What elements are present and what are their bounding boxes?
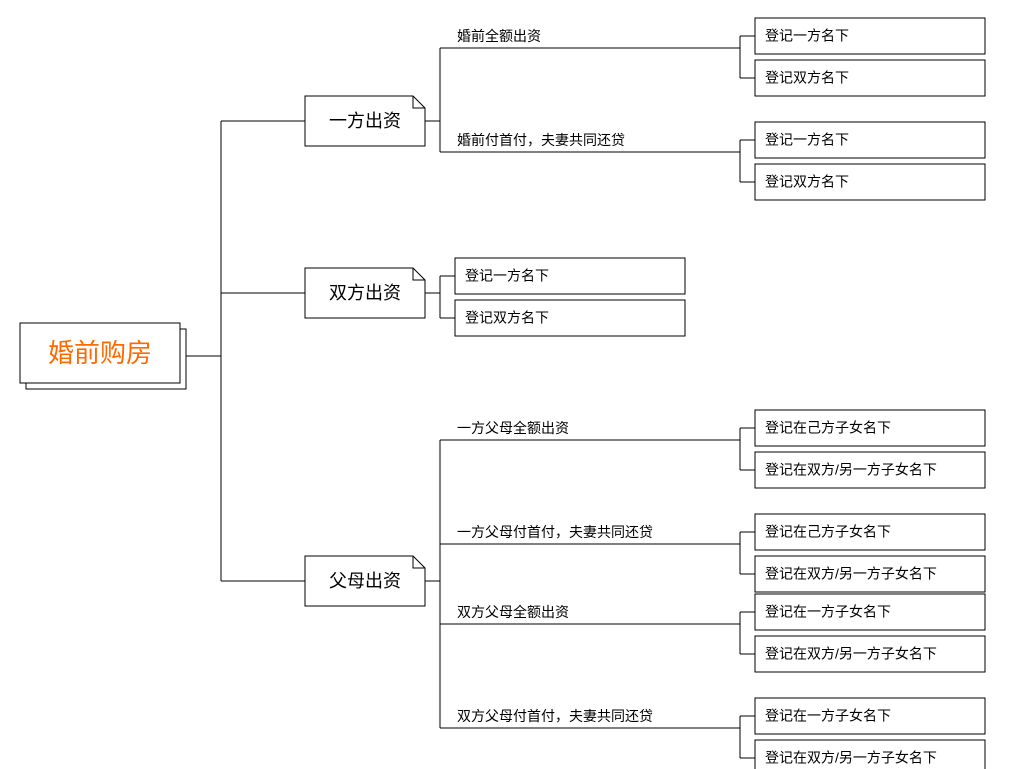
leaf-text: 登记一方名下 <box>465 268 549 284</box>
leaf-text: 登记在双方/另一方子女名下 <box>765 750 937 766</box>
mid-label: 双方父母付首付，夫妻共同还贷 <box>457 708 653 724</box>
leaf-text: 登记在一方子女名下 <box>765 708 891 724</box>
leaf-text: 登记双方名下 <box>465 310 549 326</box>
branch-label: 一方出资 <box>329 111 401 131</box>
branch-label: 父母出资 <box>329 571 401 591</box>
leaf-text: 登记一方名下 <box>765 28 849 44</box>
mid-label: 一方父母全额出资 <box>457 420 569 436</box>
branch-label: 双方出资 <box>329 283 401 303</box>
leaf-text: 登记双方名下 <box>765 174 849 190</box>
leaf-text: 登记在己方子女名下 <box>765 524 891 540</box>
mid-label: 一方父母付首付，夫妻共同还贷 <box>457 524 653 540</box>
root-label: 婚前购房 <box>48 338 152 368</box>
leaf-text: 登记在双方/另一方子女名下 <box>765 462 937 478</box>
tree-diagram: 婚前购房一方出资双方出资父母出资登记一方名下登记双方名下登记一方名下登记双方名下… <box>0 0 1013 769</box>
leaf-text: 登记一方名下 <box>765 132 849 148</box>
mid-label: 婚前付首付，夫妻共同还贷 <box>457 132 625 148</box>
leaf-text: 登记在双方/另一方子女名下 <box>765 646 937 662</box>
leaf-text: 登记双方名下 <box>765 70 849 86</box>
leaf-text: 登记在己方子女名下 <box>765 420 891 436</box>
mid-label: 婚前全额出资 <box>457 28 541 44</box>
mid-label: 双方父母全额出资 <box>457 604 569 620</box>
leaf-text: 登记在双方/另一方子女名下 <box>765 566 937 582</box>
leaf-text: 登记在一方子女名下 <box>765 604 891 620</box>
